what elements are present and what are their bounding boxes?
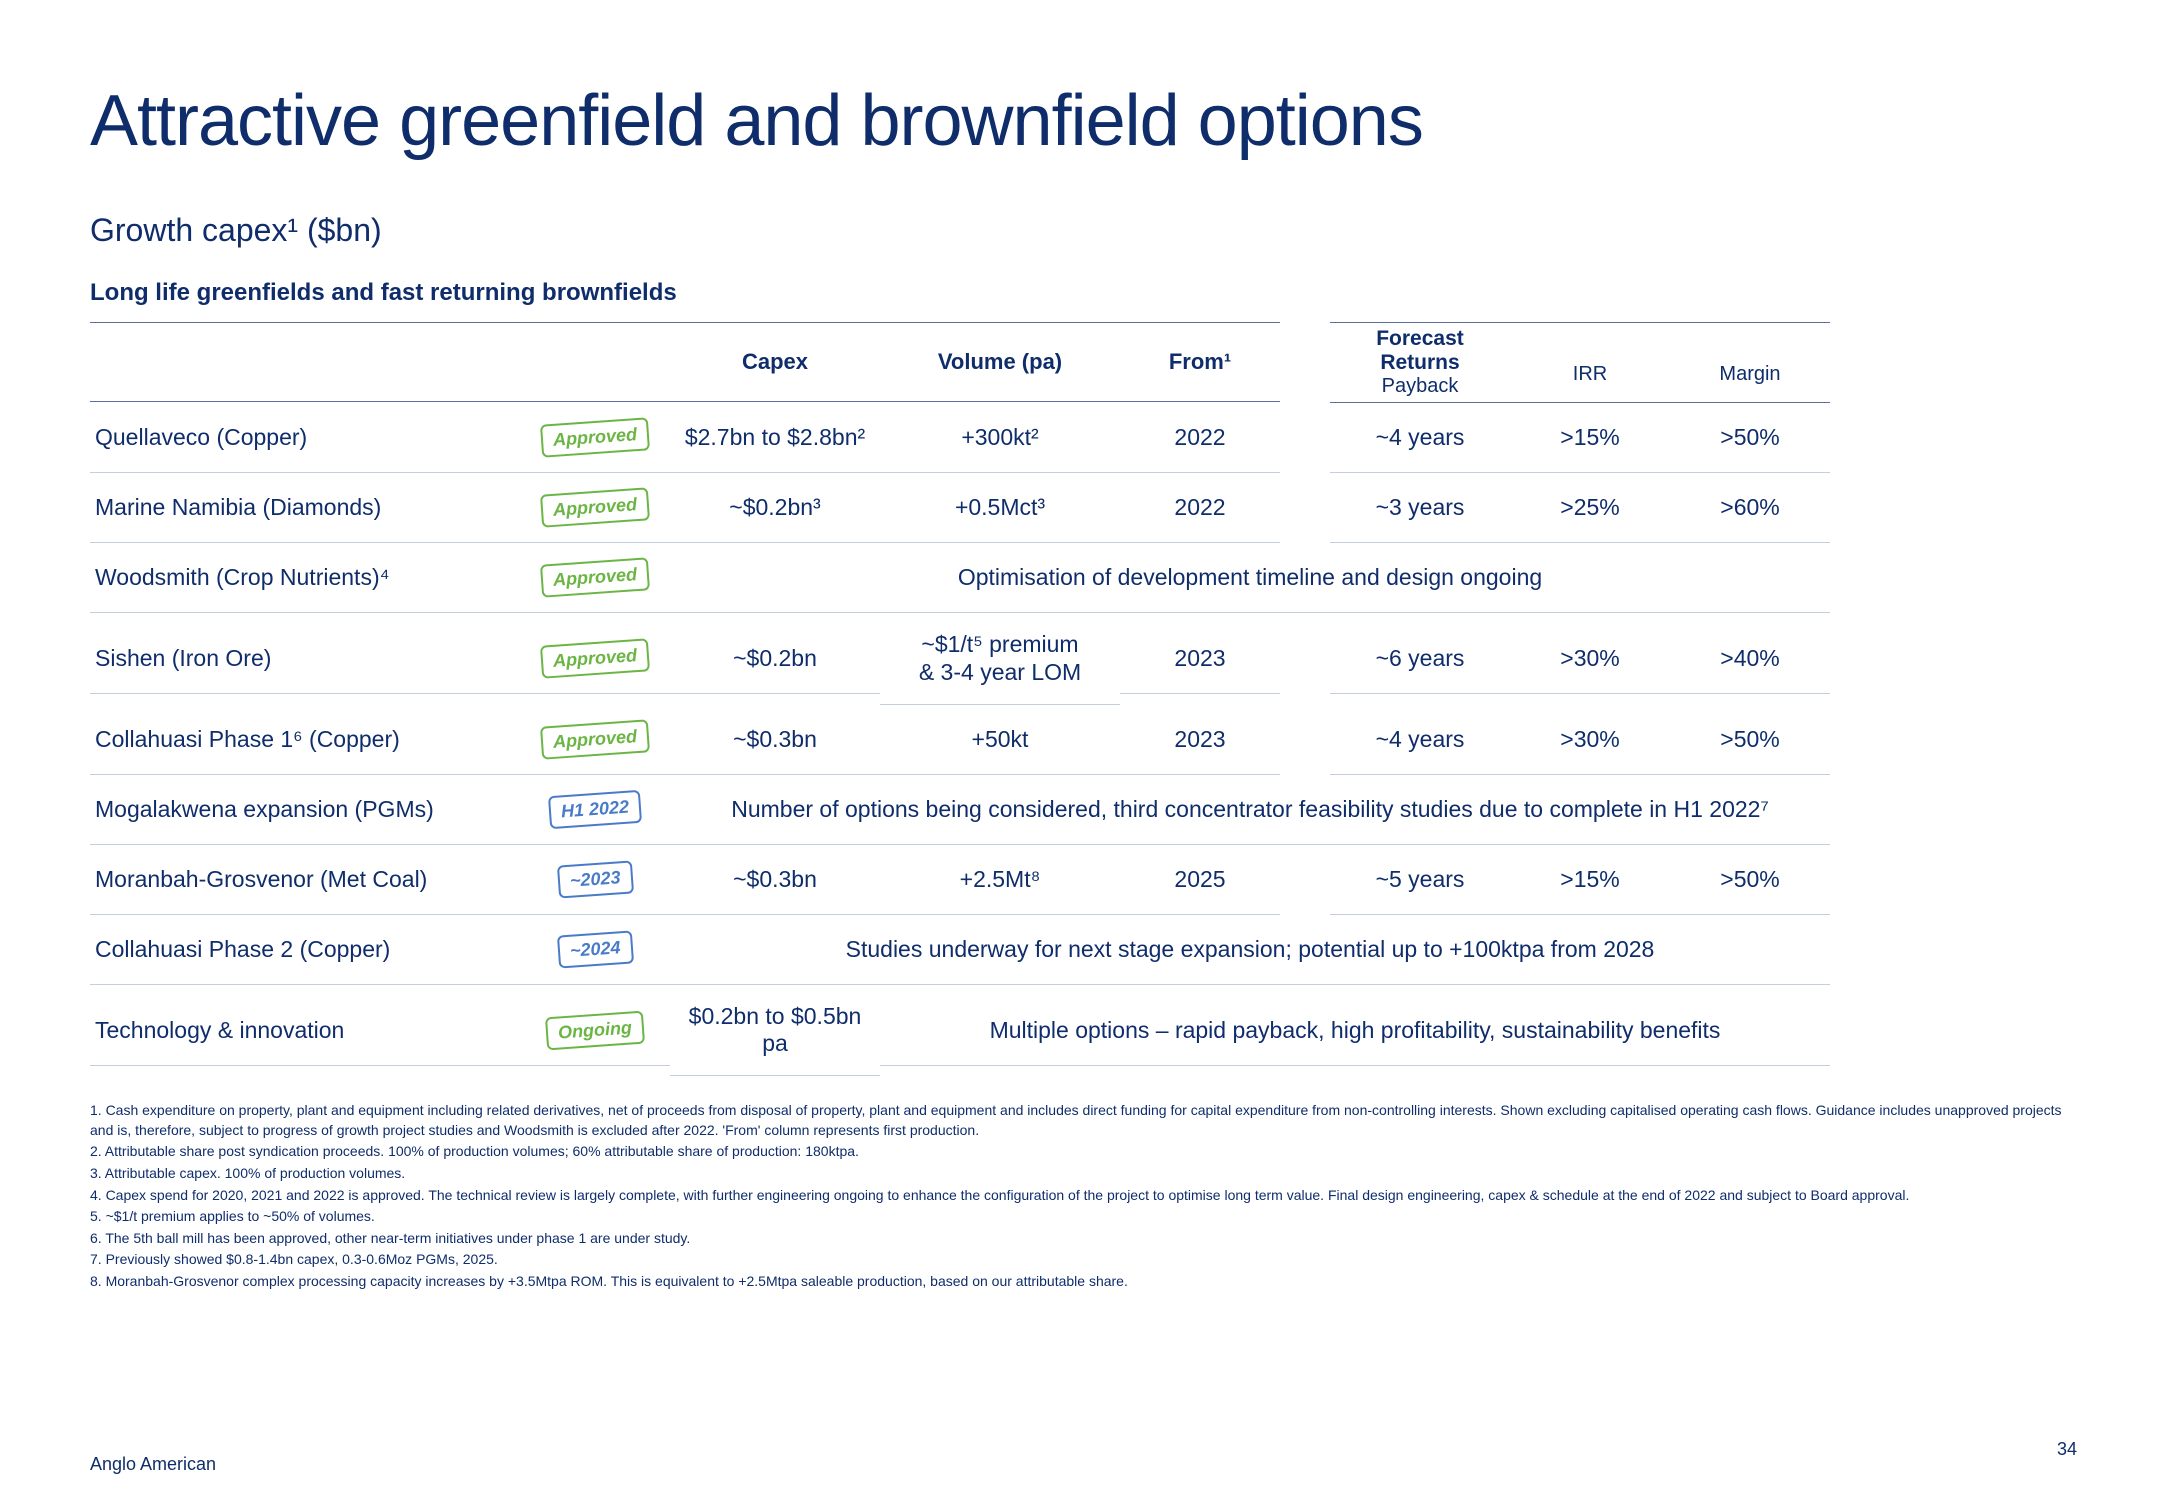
header-gap (1280, 322, 1330, 402)
row-mogalakwena-note: Number of options being considered, thir… (670, 775, 1830, 845)
footnote-3: 3. Attributable capex. 100% of productio… (90, 1164, 2077, 1184)
projects-table: Capex Volume (pa) From¹ Forecast Returns… (90, 322, 2077, 1076)
row-collahuasi1-gap (1280, 705, 1330, 775)
row-sishen-irr: >30% (1510, 624, 1670, 694)
header-margin-wrap: Margin (1670, 322, 1830, 402)
row-tech-note: Multiple options – rapid payback, high p… (880, 996, 1830, 1066)
footnote-8: 8. Moranbah-Grosvenor complex processing… (90, 1272, 2077, 1292)
row-moranbah-stamp: ~2023 (520, 845, 670, 915)
header-payback: Payback (1335, 375, 1505, 398)
row-marine-stamp: Approved (520, 473, 670, 543)
approved-stamp: Approved (540, 417, 650, 457)
row-collahuasi1-margin: >50% (1670, 705, 1830, 775)
page-number: 34 (2057, 1439, 2077, 1460)
row-collahuasi1-irr: >30% (1510, 705, 1670, 775)
row-sishen-stamp: Approved (520, 624, 670, 694)
row-marine-from: 2022 (1120, 473, 1280, 543)
header-forecast-blank (1515, 339, 1665, 363)
row-moranbah-gap (1280, 845, 1330, 915)
header-capex: Capex (670, 322, 880, 402)
h1-2022-stamp: H1 2022 (548, 790, 642, 829)
header-forecast: Forecast Returns Payback (1330, 322, 1510, 402)
row-marine-volume: +0.5Mct³ (880, 473, 1120, 543)
row-collahuasi1-capex: ~$0.3bn (670, 705, 880, 775)
footnote-2: 2. Attributable share post syndication p… (90, 1142, 2077, 1162)
header-irr-wrap: IRR (1510, 322, 1670, 402)
footnote-4: 4. Capex spend for 2020, 2021 and 2022 i… (90, 1186, 2077, 1206)
row-moranbah-volume: +2.5Mt⁸ (880, 845, 1120, 915)
footnote-6: 6. The 5th ball mill has been approved, … (90, 1229, 2077, 1249)
row-woodsmith-stamp: Approved (520, 543, 670, 613)
ongoing-stamp: Ongoing (545, 1010, 645, 1050)
row-quellaveco-volume: +300kt² (880, 403, 1120, 473)
row-collahuasi1-payback: ~4 years (1330, 705, 1510, 775)
approved-stamp: Approved (540, 719, 650, 759)
row-quellaveco-margin: >50% (1670, 403, 1830, 473)
row-sishen-name: Sishen (Iron Ore) (90, 624, 520, 694)
footnote-5: 5. ~$1/t premium applies to ~50% of volu… (90, 1207, 2077, 1227)
row-marine-irr: >25% (1510, 473, 1670, 543)
footer-company: Anglo American (90, 1454, 216, 1475)
header-forecast-label: Forecast Returns (1335, 327, 1505, 375)
row-quellaveco-irr: >15% (1510, 403, 1670, 473)
row-quellaveco-capex: $2.7bn to $2.8bn² (670, 403, 880, 473)
subtitle: Growth capex¹ ($bn) (90, 212, 2077, 249)
row-sishen-volume: ~$1/t⁵ premium & 3-4 year LOM (880, 613, 1120, 705)
row-sishen-gap (1280, 624, 1330, 694)
row-collahuasi1-from: 2023 (1120, 705, 1280, 775)
row-moranbah-from: 2025 (1120, 845, 1280, 915)
row-marine-name: Marine Namibia (Diamonds) (90, 473, 520, 543)
footnote-7: 7. Previously showed $0.8-1.4bn capex, 0… (90, 1250, 2077, 1270)
row-sishen-capex: ~$0.2bn (670, 624, 880, 694)
row-sishen-volume-l2: & 3-4 year LOM (919, 659, 1081, 687)
row-sishen-payback: ~6 years (1330, 624, 1510, 694)
row-sishen-from: 2023 (1120, 624, 1280, 694)
row-tech-name: Technology & innovation (90, 996, 520, 1066)
row-marine-payback: ~3 years (1330, 473, 1510, 543)
y2023-stamp: ~2023 (557, 861, 634, 899)
row-marine-capex: ~$0.2bn³ (670, 473, 880, 543)
footnote-1: 1. Cash expenditure on property, plant a… (90, 1101, 2077, 1140)
header-from: From¹ (1120, 322, 1280, 402)
header-volume: Volume (pa) (880, 322, 1120, 402)
row-collahuasi1-volume: +50kt (880, 705, 1120, 775)
row-quellaveco-gap (1280, 403, 1330, 473)
row-marine-margin: >60% (1670, 473, 1830, 543)
row-collahuasi2-note: Studies underway for next stage expansio… (670, 915, 1830, 985)
row-moranbah-irr: >15% (1510, 845, 1670, 915)
row-collahuasi2-name: Collahuasi Phase 2 (Copper) (90, 915, 520, 985)
row-tech-stamp: Ongoing (520, 996, 670, 1066)
row-moranbah-name: Moranbah-Grosvenor (Met Coal) (90, 845, 520, 915)
header-forecast-blank2 (1675, 339, 1825, 363)
row-moranbah-margin: >50% (1670, 845, 1830, 915)
row-sishen-volume-l1: ~$1/t⁵ premium (921, 631, 1078, 659)
approved-stamp: Approved (540, 557, 650, 597)
row-sishen-margin: >40% (1670, 624, 1830, 694)
subheading: Long life greenfields and fast returning… (90, 279, 2077, 307)
footnotes: 1. Cash expenditure on property, plant a… (90, 1101, 2077, 1291)
row-moranbah-capex: ~$0.3bn (670, 845, 880, 915)
header-empty-1 (90, 322, 520, 402)
y2024-stamp: ~2024 (557, 931, 634, 969)
row-collahuasi2-stamp: ~2024 (520, 915, 670, 985)
row-quellaveco-stamp: Approved (520, 403, 670, 473)
page-title: Attractive greenfield and brownfield opt… (90, 80, 2077, 162)
header-margin: Margin (1675, 363, 1825, 386)
row-moranbah-payback: ~5 years (1330, 845, 1510, 915)
row-quellaveco-name: Quellaveco (Copper) (90, 403, 520, 473)
row-woodsmith-name: Woodsmith (Crop Nutrients)⁴ (90, 543, 520, 613)
row-marine-gap (1280, 473, 1330, 543)
row-woodsmith-note: Optimisation of development timeline and… (670, 543, 1830, 613)
row-collahuasi1-name: Collahuasi Phase 1⁶ (Copper) (90, 705, 520, 775)
row-mogalakwena-stamp: H1 2022 (520, 775, 670, 845)
approved-stamp: Approved (540, 638, 650, 678)
header-empty-2 (520, 322, 670, 402)
row-quellaveco-payback: ~4 years (1330, 403, 1510, 473)
row-collahuasi1-stamp: Approved (520, 705, 670, 775)
row-quellaveco-from: 2022 (1120, 403, 1280, 473)
header-irr: IRR (1515, 363, 1665, 386)
row-tech-capex: $0.2bn to $0.5bn pa (670, 985, 880, 1076)
row-mogalakwena-name: Mogalakwena expansion (PGMs) (90, 775, 520, 845)
approved-stamp: Approved (540, 487, 650, 527)
